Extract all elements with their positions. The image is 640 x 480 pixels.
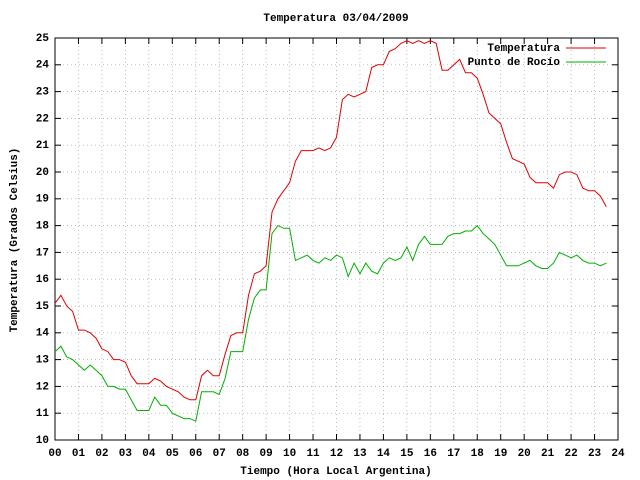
x-tick-label: 03 [119, 448, 133, 460]
x-tick-label: 21 [541, 448, 555, 460]
x-tick-label: 02 [95, 448, 108, 460]
y-tick-label: 14 [36, 328, 50, 340]
x-tick-label: 11 [306, 448, 320, 460]
x-tick-label: 04 [142, 448, 156, 460]
x-tick-label: 00 [48, 448, 61, 460]
y-tick-label: 25 [36, 33, 50, 45]
y-tick-label: 11 [36, 408, 50, 420]
x-tick-label: 19 [494, 448, 507, 460]
x-tick-label: 23 [588, 448, 602, 460]
x-tick-label: 24 [611, 448, 625, 460]
chart-title: Temperatura 03/04/2009 [263, 13, 408, 25]
x-tick-label: 05 [166, 448, 180, 460]
x-tick-label: 22 [564, 448, 577, 460]
x-axis-label: Tiempo (Hora Local Argentina) [240, 466, 431, 478]
y-tick-label: 19 [36, 194, 49, 206]
y-tick-label: 21 [36, 140, 50, 152]
plot-border [54, 37, 619, 441]
x-tick-label: 07 [213, 448, 226, 460]
x-tick-label: 17 [447, 448, 460, 460]
x-tick-label: 09 [260, 448, 273, 460]
legend-label: Punto de Rocío [468, 57, 561, 69]
y-tick-label: 15 [36, 301, 50, 313]
y-tick-label: 17 [36, 247, 49, 259]
legend-label: Temperatura [487, 43, 560, 55]
x-tick-label: 10 [283, 448, 296, 460]
x-tick-label: 12 [330, 448, 343, 460]
y-tick-label: 12 [36, 381, 49, 393]
y-tick-label: 10 [36, 435, 49, 447]
x-tick-label: 15 [400, 448, 414, 460]
y-tick-label: 22 [36, 113, 49, 125]
x-tick-label: 14 [377, 448, 391, 460]
y-tick-label: 20 [36, 167, 49, 179]
x-tick-label: 06 [189, 448, 202, 460]
y-tick-label: 18 [36, 221, 50, 233]
y-tick-label: 16 [36, 274, 49, 286]
x-tick-label: 20 [518, 448, 531, 460]
x-tick-label: 08 [236, 448, 250, 460]
x-tick-label: 01 [72, 448, 86, 460]
series-line [54, 40, 607, 401]
y-tick-label: 23 [36, 87, 50, 99]
y-tick-label: 13 [36, 355, 50, 367]
x-tick-label: 18 [471, 448, 485, 460]
y-tick-label: 24 [36, 60, 50, 72]
series-line [54, 224, 607, 422]
x-tick-label: 13 [353, 448, 367, 460]
x-tick-label: 16 [424, 448, 437, 460]
y-axis-label: Temperatura (Grados Celsius) [9, 148, 21, 333]
